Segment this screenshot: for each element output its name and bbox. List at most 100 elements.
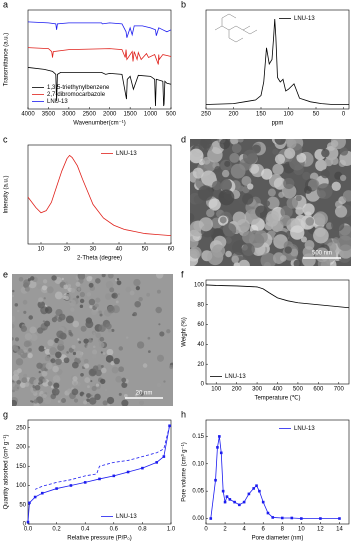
grain	[65, 281, 68, 284]
grain	[42, 320, 46, 323]
y-axis-label: Transmittance (a.u.)	[4, 33, 10, 86]
grain	[42, 279, 48, 284]
y-tick-label: 200	[16, 445, 27, 451]
marker	[300, 517, 303, 520]
grain	[315, 159, 327, 172]
legend-label: LNU-13	[116, 514, 137, 520]
y-tick-label: 0.10	[192, 461, 204, 467]
panel-label: h	[181, 409, 186, 419]
grain	[77, 274, 86, 280]
grain	[49, 347, 57, 356]
y-tick-label: 100	[194, 283, 205, 289]
grain	[34, 371, 42, 379]
grain	[107, 403, 110, 406]
y-tick-label: 250	[16, 425, 27, 431]
grain	[99, 313, 103, 317]
marker	[233, 500, 236, 504]
grain	[91, 386, 97, 392]
y-tick-label: 150	[16, 464, 27, 470]
x-tick-label: 200	[232, 387, 243, 393]
grain	[14, 337, 20, 342]
grain	[24, 332, 32, 341]
grain	[12, 289, 15, 293]
marker	[41, 491, 44, 495]
grain	[65, 315, 74, 324]
marker	[214, 478, 217, 482]
grain	[219, 216, 227, 224]
grain	[86, 398, 90, 403]
marker	[69, 484, 73, 487]
grain	[118, 366, 125, 373]
grain	[28, 280, 37, 289]
grain	[117, 293, 120, 296]
grain	[17, 368, 22, 374]
grain	[42, 393, 47, 399]
grain	[101, 367, 107, 374]
grain	[37, 283, 42, 289]
plot-frame	[205, 9, 350, 110]
legend-label: LNU-13	[294, 16, 315, 22]
x-tick-label: 250	[201, 112, 212, 118]
grain	[107, 328, 112, 333]
grain	[324, 146, 339, 161]
grain	[109, 287, 115, 293]
grain	[105, 355, 114, 363]
marker	[218, 435, 221, 438]
grain	[263, 200, 271, 207]
y-tick-label: 60	[197, 322, 204, 328]
grain	[53, 382, 60, 389]
y-axis-label: Pore volume (cm³ g⁻¹)	[182, 442, 188, 502]
grain	[290, 248, 299, 257]
grain	[92, 365, 99, 371]
grain	[95, 369, 102, 377]
grain	[331, 218, 345, 232]
y-tick-label: 0.05	[192, 489, 204, 495]
grain	[12, 294, 15, 298]
grain	[19, 382, 26, 389]
marker	[83, 481, 87, 484]
grain	[200, 139, 212, 149]
grain	[82, 314, 86, 318]
x-axis-label: 2-Theta (degree)	[77, 256, 122, 262]
grain	[313, 227, 329, 244]
grain	[33, 399, 38, 404]
grain	[221, 169, 230, 178]
grain	[70, 307, 75, 312]
grain	[272, 163, 284, 176]
grain	[95, 332, 101, 338]
grain	[89, 305, 93, 309]
series-line	[27, 154, 172, 237]
grain	[316, 183, 333, 200]
panel-label: a	[3, 0, 8, 9]
panel-label: f	[181, 269, 184, 279]
grain	[237, 185, 244, 192]
plot-frame	[27, 144, 172, 245]
grain	[139, 392, 144, 396]
grain	[12, 374, 19, 381]
grain	[51, 316, 58, 323]
y-tick-label: 40	[197, 342, 204, 348]
grain	[190, 148, 204, 164]
grain	[38, 297, 44, 303]
grain	[88, 298, 96, 306]
grain	[23, 310, 27, 314]
grain	[22, 299, 28, 305]
legend-label: 2,7-dibromocarbazole	[47, 92, 106, 98]
panel-label: c	[3, 134, 8, 144]
grain	[79, 304, 84, 309]
grain	[115, 375, 123, 383]
grain	[94, 393, 101, 401]
grain	[98, 324, 106, 332]
marker	[228, 498, 232, 501]
panel-label: e	[3, 269, 8, 279]
grain	[43, 297, 46, 300]
grain	[88, 282, 94, 288]
grain	[70, 287, 76, 293]
plot-frame	[205, 419, 350, 525]
grain	[56, 330, 64, 339]
grain	[237, 139, 244, 143]
grain	[133, 278, 141, 287]
grain	[80, 325, 87, 332]
grain	[41, 285, 47, 291]
